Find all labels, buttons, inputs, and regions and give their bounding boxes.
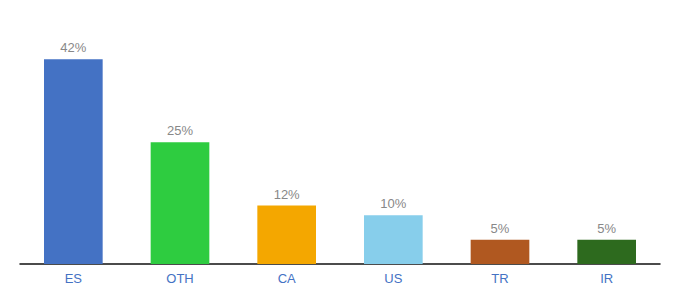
svg-text:TR: TR xyxy=(491,271,508,286)
svg-text:IR: IR xyxy=(600,271,613,286)
svg-text:10%: 10% xyxy=(380,196,406,211)
svg-text:OTH: OTH xyxy=(166,271,193,286)
svg-text:US: US xyxy=(384,271,402,286)
svg-text:42%: 42% xyxy=(60,40,86,55)
svg-text:5%: 5% xyxy=(597,221,616,236)
svg-text:ES: ES xyxy=(65,271,83,286)
svg-text:CA: CA xyxy=(278,271,296,286)
svg-text:25%: 25% xyxy=(167,123,193,138)
svg-text:12%: 12% xyxy=(274,187,300,202)
svg-text:5%: 5% xyxy=(491,221,510,236)
